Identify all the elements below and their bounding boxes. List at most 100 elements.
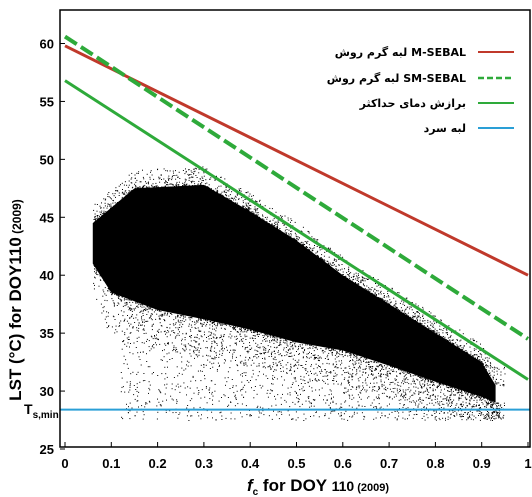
scatter-point — [256, 212, 258, 214]
scatter-point — [433, 404, 435, 406]
scatter-point — [319, 247, 321, 249]
scatter-point — [297, 401, 299, 403]
scatter-point — [472, 406, 474, 408]
scatter-point — [136, 400, 138, 402]
scatter-point — [395, 300, 397, 302]
scatter-point — [387, 301, 389, 303]
x-tick-label: 0.7 — [380, 456, 398, 471]
scatter-point — [184, 185, 186, 187]
scatter-point — [182, 170, 184, 171]
scatter-point — [464, 396, 466, 398]
scatter-point — [345, 275, 347, 277]
scatter-point — [192, 185, 193, 187]
scatter-point — [487, 365, 489, 367]
scatter-point — [154, 335, 155, 336]
scatter-point — [174, 389, 176, 391]
scatter-point — [179, 331, 180, 333]
scatter-point — [345, 387, 347, 389]
scatter-point — [277, 226, 279, 228]
scatter-point — [317, 355, 319, 357]
scatter-point — [190, 330, 192, 332]
scatter-point — [418, 316, 420, 318]
scatter-point — [411, 309, 413, 311]
scatter-point — [406, 399, 408, 401]
scatter-point — [378, 297, 380, 299]
scatter-point — [368, 374, 369, 376]
scatter-point — [238, 198, 239, 200]
scatter-point — [127, 367, 129, 369]
scatter-point — [148, 181, 149, 183]
scatter-point — [374, 390, 376, 392]
scatter-point — [429, 328, 431, 330]
scatter-point — [281, 216, 282, 218]
scatter-point — [291, 345, 293, 347]
scatter-point — [224, 324, 226, 326]
scatter-point — [157, 411, 159, 413]
scatter-point — [136, 172, 138, 174]
scatter-point — [378, 372, 379, 374]
legend-label-3: برازش دمای حداکثر — [359, 97, 466, 110]
scatter-point — [118, 298, 120, 299]
scatter-point — [113, 200, 114, 202]
scatter-point — [288, 234, 290, 236]
scatter-point — [145, 186, 147, 188]
scatter-point — [449, 337, 451, 338]
scatter-point — [351, 280, 353, 282]
scatter-point — [432, 393, 434, 395]
scatter-point — [430, 381, 432, 383]
scatter-point — [129, 299, 131, 301]
scatter-point — [145, 308, 147, 310]
scatter-point — [324, 375, 326, 377]
scatter-point — [293, 377, 295, 379]
scatter-point — [241, 373, 243, 374]
scatter-point — [172, 330, 174, 332]
scatter-point — [158, 339, 159, 341]
scatter-point — [270, 368, 271, 370]
scatter-point — [423, 406, 425, 408]
scatter-point — [240, 362, 242, 364]
scatter-point — [245, 375, 247, 376]
scatter-point — [151, 324, 153, 326]
scatter-point — [234, 418, 236, 420]
scatter-point — [177, 184, 179, 186]
scatter-point — [472, 393, 474, 395]
scatter-point — [355, 278, 357, 280]
scatter-point — [496, 382, 498, 384]
scatter-point — [255, 200, 257, 202]
scatter-point — [225, 186, 227, 188]
scatter-point — [273, 358, 275, 360]
scatter-point — [395, 371, 397, 373]
scatter-point — [230, 401, 232, 403]
scatter-point — [498, 404, 500, 406]
scatter-point — [388, 296, 390, 298]
scatter-point — [493, 374, 495, 376]
scatter-point — [383, 296, 385, 298]
scatter-point — [298, 347, 299, 349]
scatter-point — [449, 341, 451, 343]
scatter-point — [232, 385, 234, 387]
scatter-point — [290, 235, 292, 237]
scatter-point — [416, 400, 418, 402]
scatter-point — [184, 346, 186, 347]
scatter-point — [214, 321, 215, 323]
scatter-point — [177, 176, 179, 178]
scatter-point — [347, 274, 349, 275]
scatter-point — [269, 341, 271, 343]
scatter-point — [416, 317, 418, 319]
scatter-point — [146, 338, 148, 340]
scatter-point — [142, 351, 144, 353]
scatter-point — [349, 384, 350, 386]
scatter-point — [125, 298, 127, 300]
scatter-point — [107, 288, 109, 289]
scatter-point — [365, 378, 367, 380]
scatter-point — [475, 417, 477, 419]
scatter-point — [275, 340, 277, 342]
scatter-point — [256, 407, 258, 408]
scatter-point — [492, 376, 494, 378]
scatter-point — [257, 332, 259, 334]
scatter-point — [332, 363, 334, 365]
scatter-point — [422, 320, 424, 322]
scatter-point — [249, 357, 251, 359]
scatter-point — [357, 401, 359, 403]
scatter-point — [268, 350, 270, 352]
